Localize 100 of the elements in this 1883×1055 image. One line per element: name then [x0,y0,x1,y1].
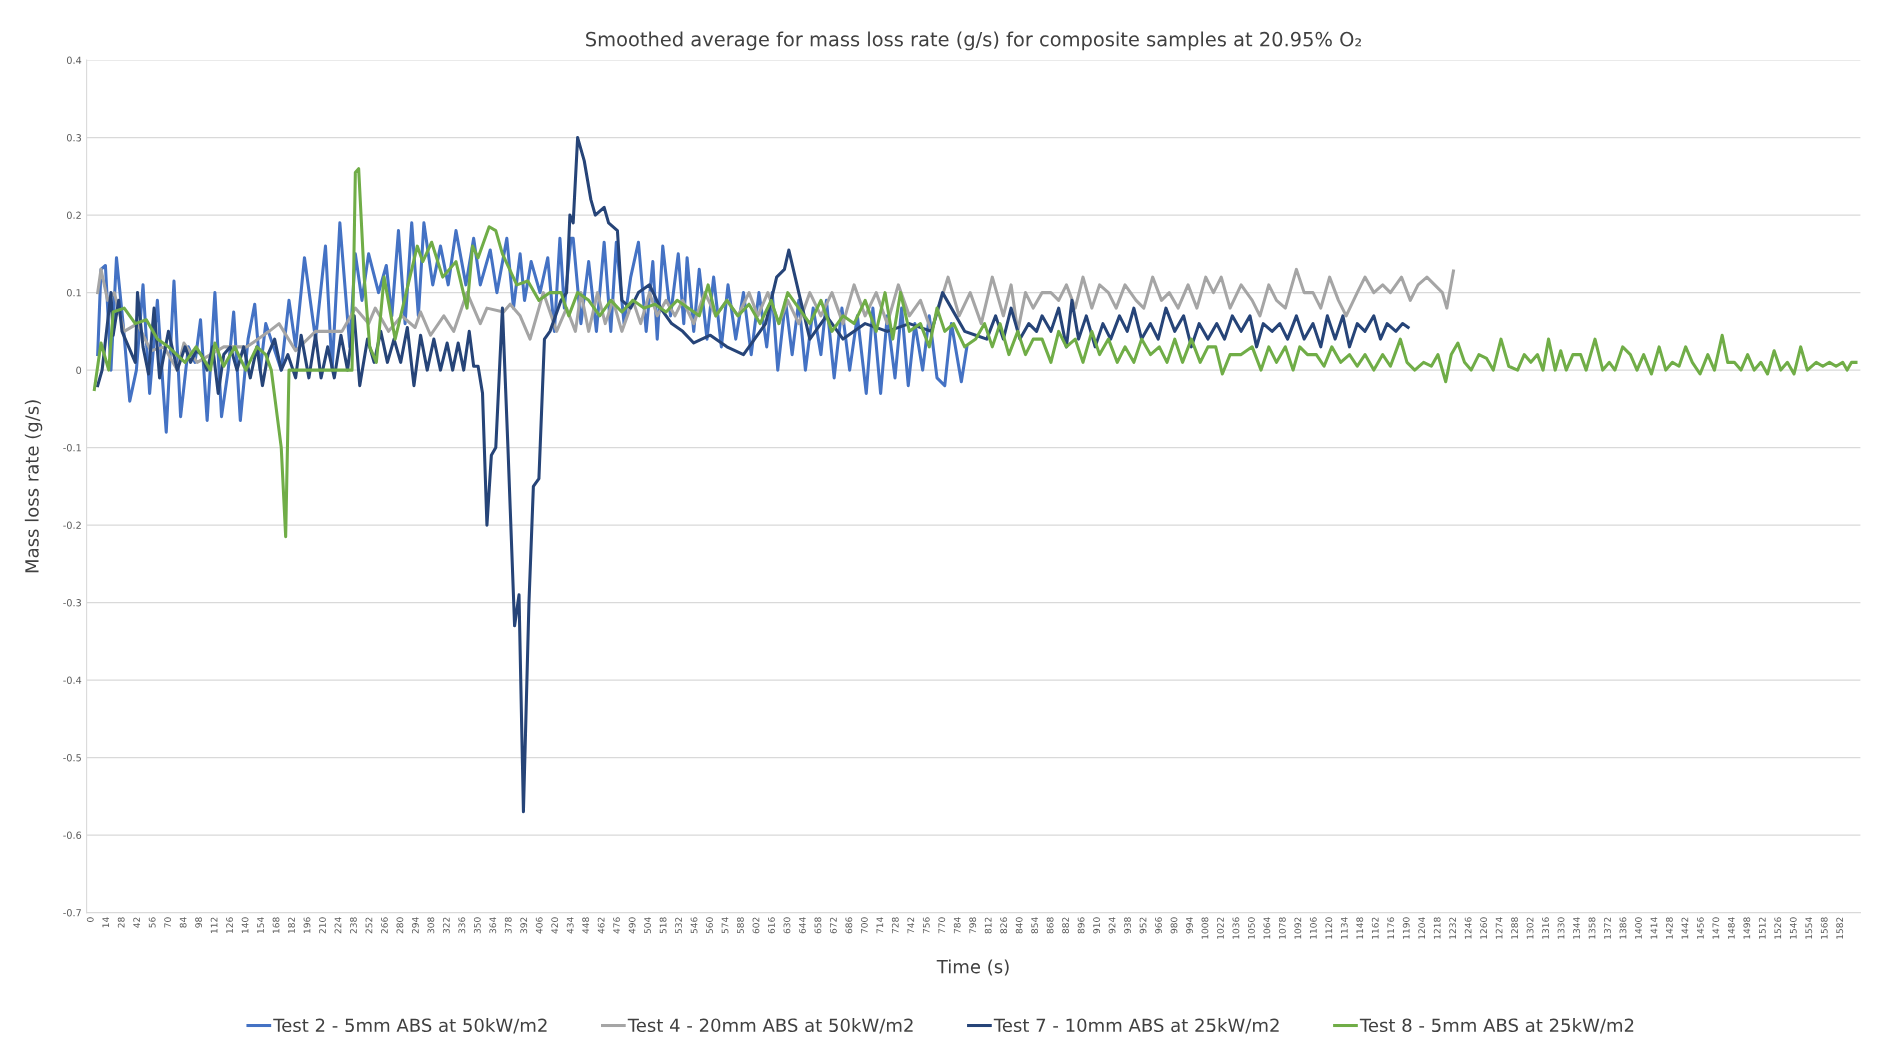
x-tick-label: 1050 [1247,917,1255,939]
y-tick-label: -0.4 [63,676,82,684]
y-tick-label: -0.1 [63,444,81,452]
x-tick-label: 1274 [1495,917,1503,939]
x-tick-label: 448 [582,917,590,934]
legend-label: Test 4 - 20mm ABS at 50kW/m2 [627,1018,913,1034]
x-tick-label: 294 [411,917,419,934]
x-tick-label: 210 [319,917,326,934]
x-tick-label: 1288 [1511,917,1518,939]
x-tick-label: 1162 [1371,917,1379,939]
x-tick-label: 700 [860,917,868,934]
x-tick-label: 518 [659,917,667,934]
x-tick-label: 1190 [1402,917,1410,939]
x-tick-label: 1316 [1542,917,1549,939]
x-tick-label: 1344 [1573,917,1580,939]
x-tick-label: 490 [628,917,636,934]
x-tick-label: 1498 [1743,917,1751,939]
x-tick-label: 336 [458,917,466,934]
x-tick-label: 14 [102,917,110,928]
x-tick-label: 602 [752,917,760,934]
x-tick-label: 1400 [1635,917,1642,939]
x-tick-label: 616 [768,917,775,934]
x-tick-label: 882 [1062,917,1070,934]
y-tick-label: -0.6 [63,831,82,839]
x-tick-label: 854 [1031,917,1039,934]
x-tick-label: 994 [1186,917,1193,934]
x-tick-label: 742 [907,917,915,934]
x-tick-label: 714 [876,917,884,934]
x-tick-label: 42 [133,917,140,928]
x-tick-label: 1526 [1774,917,1782,939]
x-tick-label: 1022 [1217,917,1224,939]
y-tick-label: 0.4 [66,56,82,64]
x-tick-label: 1134 [1340,917,1348,939]
x-tick-label: 546 [690,917,698,934]
x-tick-label: 868 [1046,917,1054,934]
x-tick-label: 532 [675,917,682,934]
x-tick-label: 644 [799,917,806,934]
x-tick-label: 560 [706,917,713,934]
x-tick-label: 168 [272,917,280,933]
legend-label: Test 7 - 10mm ABS at 25kW/m2 [993,1018,1279,1034]
x-tick-label: 378 [504,917,512,934]
legend-label: Test 2 - 5mm ABS at 50kW/m2 [273,1018,547,1034]
x-tick-label: 1176 [1387,917,1395,939]
x-tick-label: 1246 [1464,917,1472,939]
x-tick-label: 938 [1124,917,1131,934]
x-tick-label: 420 [551,917,559,934]
x-tick-label: 896 [1077,917,1085,934]
line-series [96,136,1410,814]
x-axis-title: Time (s) [936,959,1009,976]
x-tick-label: 392 [520,917,528,934]
x-tick-label: 196 [303,917,311,933]
x-tick-label: 1106 [1309,917,1317,939]
x-tick-label: 1036 [1232,917,1240,939]
y-tick-label: 0 [76,366,82,374]
x-tick-label: 224 [334,917,342,934]
x-tick-label: 1568 [1820,917,1828,939]
x-tick-label: 1470 [1712,917,1720,939]
line-series [92,167,1858,539]
x-tick-label: 154 [257,917,264,933]
x-tick-label: 350 [473,917,481,934]
x-tick-label: 1414 [1650,917,1658,939]
x-tick-label: 406 [535,917,543,934]
x-tick-label: 56 [148,917,156,928]
x-tick-label: 826 [1000,917,1008,934]
x-tick-label: 840 [1015,917,1023,934]
chart-title: Smoothed average for mass loss rate (g/s) for composite samples at 20.95% O₂ [586,31,1362,51]
x-tick-label: 910 [1093,917,1100,934]
x-tick-label: 28 [117,917,125,928]
x-tick-label: 1148 [1356,917,1364,939]
x-tick-label: 966 [1155,917,1162,934]
x-tick-label: 1428 [1665,917,1673,939]
x-tick-label: 630 [783,917,791,934]
x-tick-label: 1554 [1805,917,1813,939]
x-tick-label: 756 [922,917,930,934]
x-tick-label: 1582 [1836,917,1844,939]
x-tick-label: 672 [829,917,837,934]
x-tick-label: 1078 [1278,917,1286,939]
x-tick-label: 952 [1139,917,1147,934]
x-tick-label: 1540 [1789,917,1797,939]
x-tick-label: 280 [396,917,404,934]
x-tick-label: 1232 [1449,917,1457,939]
x-tick-label: 98 [195,917,203,928]
x-tick-label: 84 [179,917,187,928]
x-tick-label: 1092 [1294,917,1302,939]
x-tick-label: 1358 [1588,917,1596,939]
y-tick-label: -0.7 [63,909,81,917]
x-tick-label: 574 [721,917,729,934]
y-tick-label: 0.2 [66,211,81,219]
x-tick-label: 308 [427,917,435,934]
y-tick-label: 0.1 [66,289,81,297]
x-tick-label: 1330 [1557,917,1565,939]
x-tick-label: 252 [365,917,373,934]
x-tick-label: 1204 [1418,917,1426,939]
x-tick-label: 364 [489,917,497,934]
x-tick-label: 434 [566,917,574,934]
x-tick-label: 1372 [1604,917,1611,939]
x-tick-label: 1512 [1758,917,1766,939]
legend-label: Test 8 - 5mm ABS at 25kW/m2 [1359,1018,1634,1034]
x-tick-label: 784 [953,917,961,934]
y-tick-label: -0.2 [63,521,81,529]
